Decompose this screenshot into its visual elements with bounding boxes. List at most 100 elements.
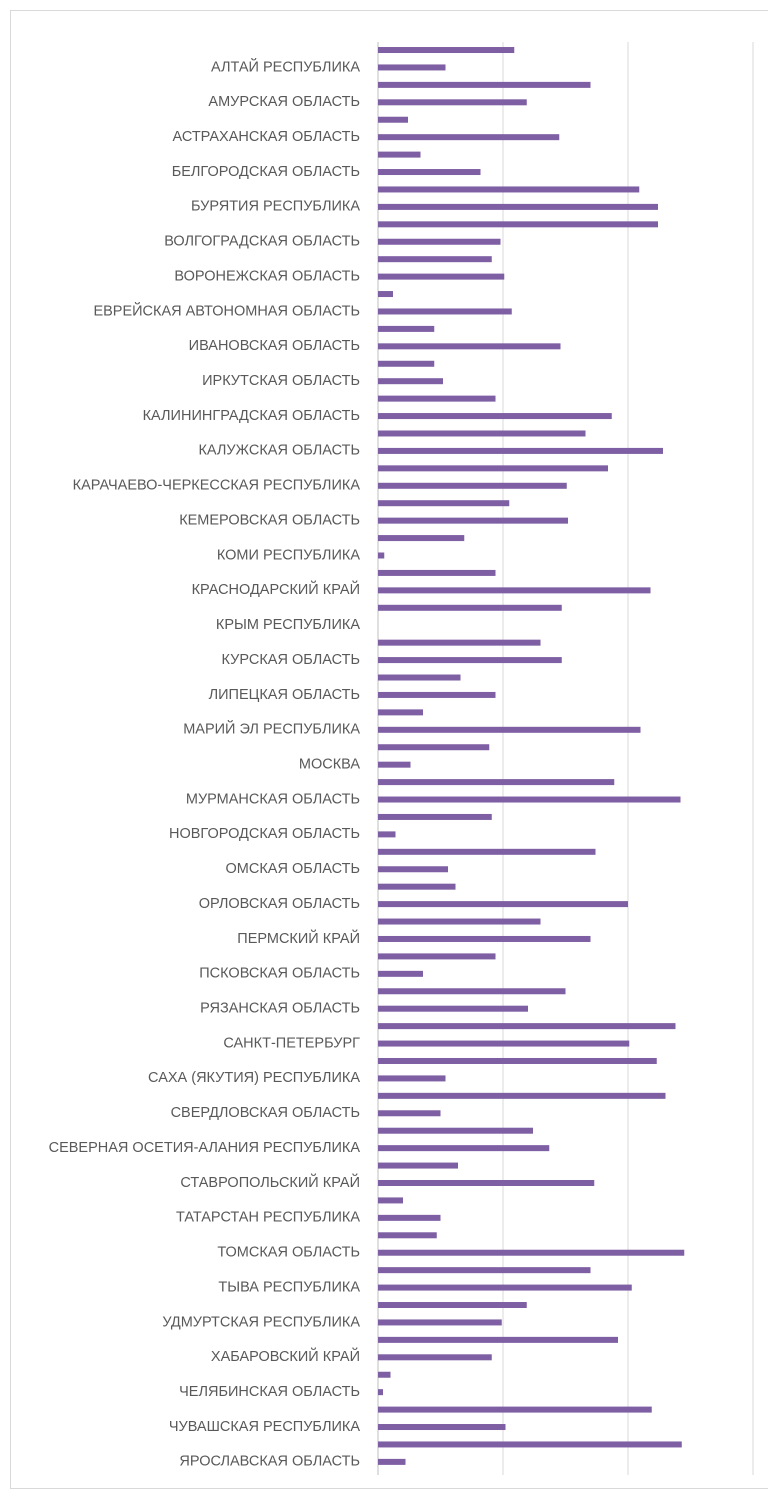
bar — [378, 430, 586, 437]
bar — [378, 169, 481, 176]
bar — [378, 81, 591, 88]
bar — [378, 639, 541, 646]
bar — [378, 64, 446, 71]
y-tick-label: ЧЕЛЯБИНСКАЯ ОБЛАСТЬ — [179, 1384, 360, 1400]
y-tick-label: СЕВЕРНАЯ ОСЕТИЯ-АЛАНИЯ РЕСПУБЛИКА — [49, 1140, 361, 1156]
bar — [378, 1249, 685, 1256]
bar — [378, 779, 615, 786]
y-tick-label: САНКТ-ПЕТЕРБУРГ — [223, 1035, 360, 1051]
y-tick-label: УДМУРТСКАЯ РЕСПУБЛИКА — [162, 1314, 360, 1330]
y-tick-label: КАЛУЖСКАЯ ОБЛАСТЬ — [198, 443, 360, 459]
y-tick-label: МАРИЙ ЭЛ РЕСПУБЛИКА — [183, 720, 360, 738]
bar — [378, 935, 591, 942]
y-tick-label: МОСКВА — [299, 756, 360, 772]
bar — [378, 970, 423, 977]
bar — [378, 691, 496, 698]
y-tick-label: ЛИПЕЦКАЯ ОБЛАСТЬ — [209, 687, 360, 703]
bar — [378, 901, 628, 908]
bar — [378, 395, 496, 402]
bar — [378, 1302, 527, 1309]
bar — [378, 1005, 528, 1012]
bar — [378, 587, 651, 594]
y-tick-label: ТАТАРСТАН РЕСПУБЛИКА — [176, 1210, 360, 1226]
bar — [378, 1145, 550, 1152]
y-tick-label: КОМИ РЕСПУБЛИКА — [217, 547, 360, 563]
bar — [378, 1354, 492, 1361]
y-tick-label: ВОРОНЕЖСКАЯ ОБЛАСТЬ — [174, 268, 360, 284]
bar — [378, 726, 641, 733]
bar — [378, 47, 515, 54]
bar — [378, 1127, 533, 1134]
chart-frame — [10, 10, 768, 1489]
y-tick-label: СВЕРДЛОВСКАЯ ОБЛАСТЬ — [171, 1105, 360, 1121]
bar — [378, 796, 681, 803]
bar — [378, 1336, 618, 1343]
bar — [378, 1319, 502, 1326]
bar — [378, 883, 456, 890]
bar — [378, 1023, 676, 1030]
bar — [378, 761, 411, 768]
bar — [378, 709, 423, 716]
y-tick-label: ПЕРМСКИЙ КРАЙ — [237, 929, 360, 947]
y-tick-label: БЕЛГОРОДСКАЯ ОБЛАСТЬ — [172, 164, 360, 180]
bar — [378, 151, 421, 158]
y-tick-label: АМУРСКАЯ ОБЛАСТЬ — [208, 94, 360, 110]
y-tick-label: ИВАНОВСКАЯ ОБЛАСТЬ — [189, 338, 360, 354]
bar — [378, 291, 393, 298]
y-tick-label: АЛТАЙ РЕСПУБЛИКА — [211, 57, 360, 75]
bar — [378, 238, 501, 245]
y-tick-label: КУРСКАЯ ОБЛАСТЬ — [222, 652, 360, 668]
bar — [378, 1075, 446, 1082]
bar — [378, 482, 567, 489]
bar — [378, 1284, 632, 1291]
bar — [378, 500, 510, 507]
bar — [378, 1424, 506, 1431]
y-tick-label: ЕВРЕЙСКАЯ АВТОНОМНАЯ ОБЛАСТЬ — [93, 301, 360, 319]
y-tick-label: КЕМЕРОВСКАЯ ОБЛАСТЬ — [179, 512, 360, 528]
bar — [378, 325, 435, 332]
bar — [378, 256, 492, 263]
y-tick-label: НОВГОРОДСКАЯ ОБЛАСТЬ — [169, 826, 360, 842]
y-tick-label: ИРКУТСКАЯ ОБЛАСТЬ — [202, 373, 360, 389]
y-tick-label: САХА (ЯКУТИЯ) РЕСПУБЛИКА — [148, 1070, 360, 1086]
bar — [378, 674, 461, 681]
bar — [378, 988, 566, 995]
bar — [378, 1057, 657, 1064]
bar — [378, 413, 612, 420]
y-tick-label: РЯЗАНСКАЯ ОБЛАСТЬ — [200, 1001, 360, 1017]
bar — [378, 517, 568, 524]
bar — [378, 1092, 666, 1099]
bar — [378, 360, 435, 367]
bar — [378, 1162, 458, 1169]
y-tick-label: АСТРАХАНСКАЯ ОБЛАСТЬ — [172, 129, 360, 145]
y-tick-label: ОМСКАЯ ОБЛАСТЬ — [226, 861, 360, 877]
bar — [378, 552, 385, 559]
bar — [378, 953, 496, 960]
bar — [378, 1040, 630, 1047]
bar — [378, 848, 596, 855]
bar — [378, 1214, 441, 1221]
bar — [378, 186, 640, 193]
bar — [378, 99, 527, 106]
y-tick-label: КАЛИНИНГРАДСКАЯ ОБЛАСТЬ — [143, 408, 360, 424]
bar — [378, 465, 608, 472]
y-tick-label: БУРЯТИЯ РЕСПУБЛИКА — [191, 199, 360, 215]
y-tick-label: КРЫМ РЕСПУБЛИКА — [216, 617, 360, 633]
bar — [378, 657, 562, 664]
bar — [378, 1458, 406, 1465]
y-tick-label: ХАБАРОВСКИЙ КРАЙ — [211, 1347, 360, 1365]
y-tick-label: ЯРОСЛАВСКАЯ ОБЛАСТЬ — [179, 1454, 360, 1470]
bar — [378, 273, 505, 280]
bar — [378, 1110, 441, 1117]
bar — [378, 813, 492, 820]
bar — [378, 1267, 591, 1274]
y-tick-label: КРАСНОДАРСКИЙ КРАЙ — [192, 580, 360, 598]
bar — [378, 203, 658, 210]
bar — [378, 221, 658, 228]
bar — [378, 116, 408, 123]
y-tick-label: ТЫВА РЕСПУБЛИКА — [218, 1279, 360, 1295]
bar — [378, 1441, 682, 1448]
y-tick-label: МУРМАНСКАЯ ОБЛАСТЬ — [186, 791, 360, 807]
bar — [378, 866, 448, 873]
